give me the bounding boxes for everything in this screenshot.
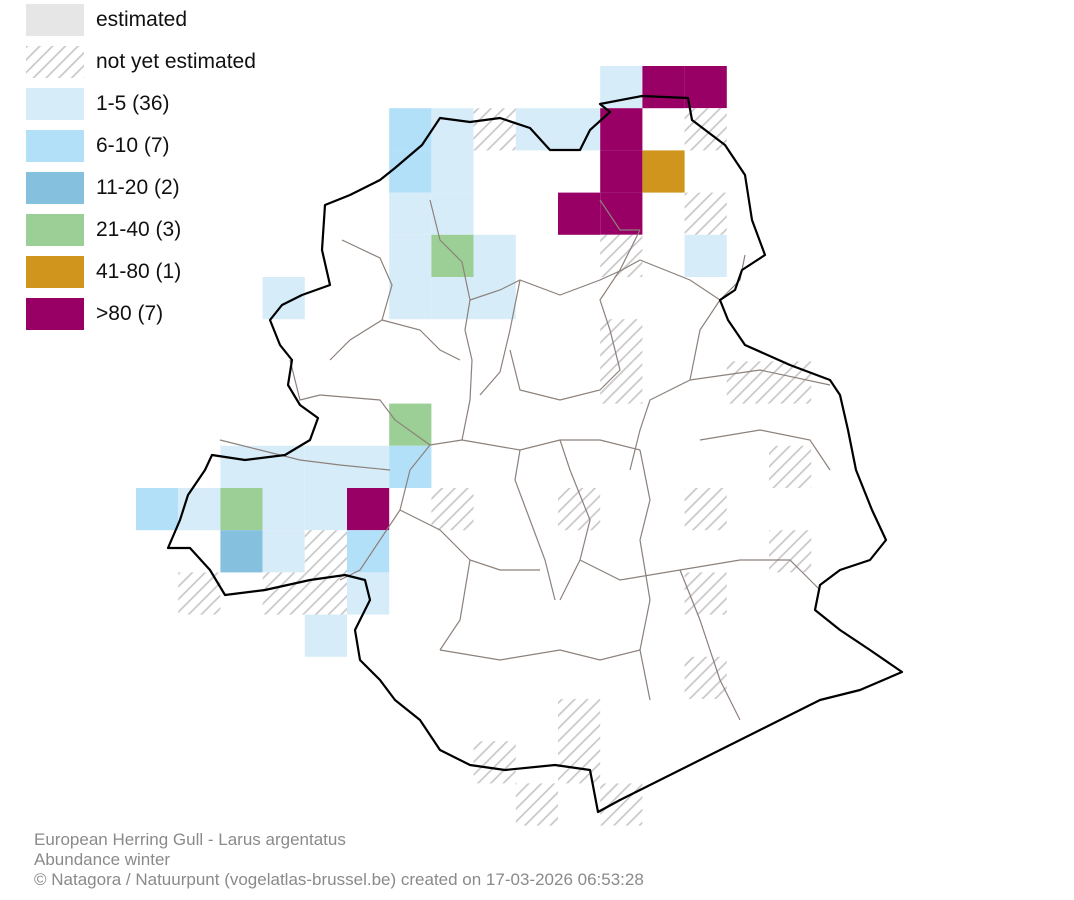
- legend-label: not yet estimated: [96, 50, 256, 73]
- grid-cell-6-10: [389, 150, 432, 193]
- map-subtitle: Abundance winter: [34, 850, 171, 869]
- grid-cell-1-5: [389, 277, 432, 320]
- grid-cell-1-5: [431, 192, 474, 235]
- grid-cell-not-estimated: [769, 530, 812, 573]
- grid-cell-over-80: [347, 488, 390, 531]
- grid-cell-over-80: [684, 66, 727, 109]
- grid-cell-1-5: [431, 150, 474, 193]
- legend-label: estimated: [96, 8, 188, 31]
- grid-cell-not-estimated: [684, 488, 727, 531]
- grid-cell-1-5: [262, 530, 305, 573]
- legend-label: 11-20 (2): [96, 176, 180, 199]
- grid-cell-not-estimated: [304, 530, 347, 573]
- grid-cell-1-5: [431, 108, 474, 151]
- grid-cell-not-estimated: [431, 488, 474, 531]
- grid-cell-not-estimated: [558, 699, 601, 742]
- grid-cell-not-estimated: [558, 488, 601, 531]
- legend-swatch: [26, 130, 84, 162]
- municipality-boundaries: [219, 199, 831, 721]
- grid-cell-6-10: [389, 108, 432, 151]
- grid-cell-1-5: [220, 445, 263, 488]
- grid-cell-1-5: [178, 488, 221, 531]
- grid-cell-not-estimated: [600, 361, 643, 404]
- grid-cell-not-estimated: [684, 656, 727, 699]
- grid-cell-21-40: [220, 488, 263, 531]
- grid-cell-not-estimated: [473, 108, 516, 151]
- grid-cell-not-estimated: [769, 445, 812, 488]
- grid-cell-not-estimated: [600, 783, 643, 826]
- grid-cell-1-5: [473, 234, 516, 277]
- grid-cell-1-5: [262, 277, 305, 320]
- map-footer: European Herring Gull - Larus argentatus…: [34, 830, 644, 890]
- grid-cell-1-5: [389, 192, 432, 235]
- legend-label: 21-40 (3): [96, 218, 182, 241]
- grid-cell-over-80: [600, 150, 643, 193]
- grid-cell-1-5: [304, 445, 347, 488]
- region-boundary: [166, 94, 904, 814]
- species-name: European Herring Gull - Larus argentatus: [34, 830, 346, 849]
- credit-line: © Natagora / Natuurpunt (vogelatlas-brus…: [34, 870, 644, 889]
- grid-cell-1-5: [558, 108, 601, 151]
- grid-cell-21-40: [389, 403, 432, 446]
- legend-swatch: [26, 88, 84, 120]
- grid-cell-6-10: [136, 488, 179, 531]
- grid-cell-over-80: [558, 192, 601, 235]
- legend-swatch: [26, 172, 84, 204]
- legend-swatch: [26, 214, 84, 246]
- grid-cell-not-estimated: [769, 361, 812, 404]
- grid-cell-1-5: [473, 277, 516, 320]
- grid-cell-over-80: [600, 192, 643, 235]
- grid-cell-6-10: [389, 445, 432, 488]
- grid-cell-11-20: [220, 530, 263, 573]
- grid-cell-not-estimated: [473, 741, 516, 784]
- grid-cell-not-estimated: [726, 361, 769, 404]
- grid-cell-not-estimated: [178, 572, 221, 615]
- legend-swatch: [26, 256, 84, 288]
- legend-label: 41-80 (1): [96, 260, 182, 283]
- grid-cell-not-estimated: [515, 783, 558, 826]
- grid-cell-1-5: [304, 488, 347, 531]
- grid-cell-over-80: [642, 66, 685, 109]
- grid-cell-1-5: [304, 614, 347, 657]
- grid-cell-1-5: [600, 66, 643, 109]
- legend-label: 1-5 (36): [96, 92, 170, 115]
- legend-label: >80 (7): [96, 302, 164, 325]
- grid-cell-not-estimated: [600, 319, 643, 362]
- grid-cell-41-80: [642, 150, 685, 193]
- grid-cell-not-estimated: [262, 572, 305, 615]
- grid-cell-1-5: [515, 108, 558, 151]
- grid-cell-21-40: [431, 234, 474, 277]
- legend-swatch: [26, 4, 84, 36]
- grid-cell-1-5: [389, 234, 432, 277]
- grid-cell-1-5: [262, 488, 305, 531]
- grid-cell-not-estimated: [684, 572, 727, 615]
- grid-cell-not-estimated: [684, 192, 727, 235]
- legend-swatch: [26, 298, 84, 330]
- legend-swatch-hatch: [26, 46, 84, 78]
- legend-label: 6-10 (7): [96, 134, 170, 157]
- grid-cells: [136, 66, 812, 826]
- grid-cell-1-5: [684, 234, 727, 277]
- grid-cell-not-estimated: [558, 741, 601, 784]
